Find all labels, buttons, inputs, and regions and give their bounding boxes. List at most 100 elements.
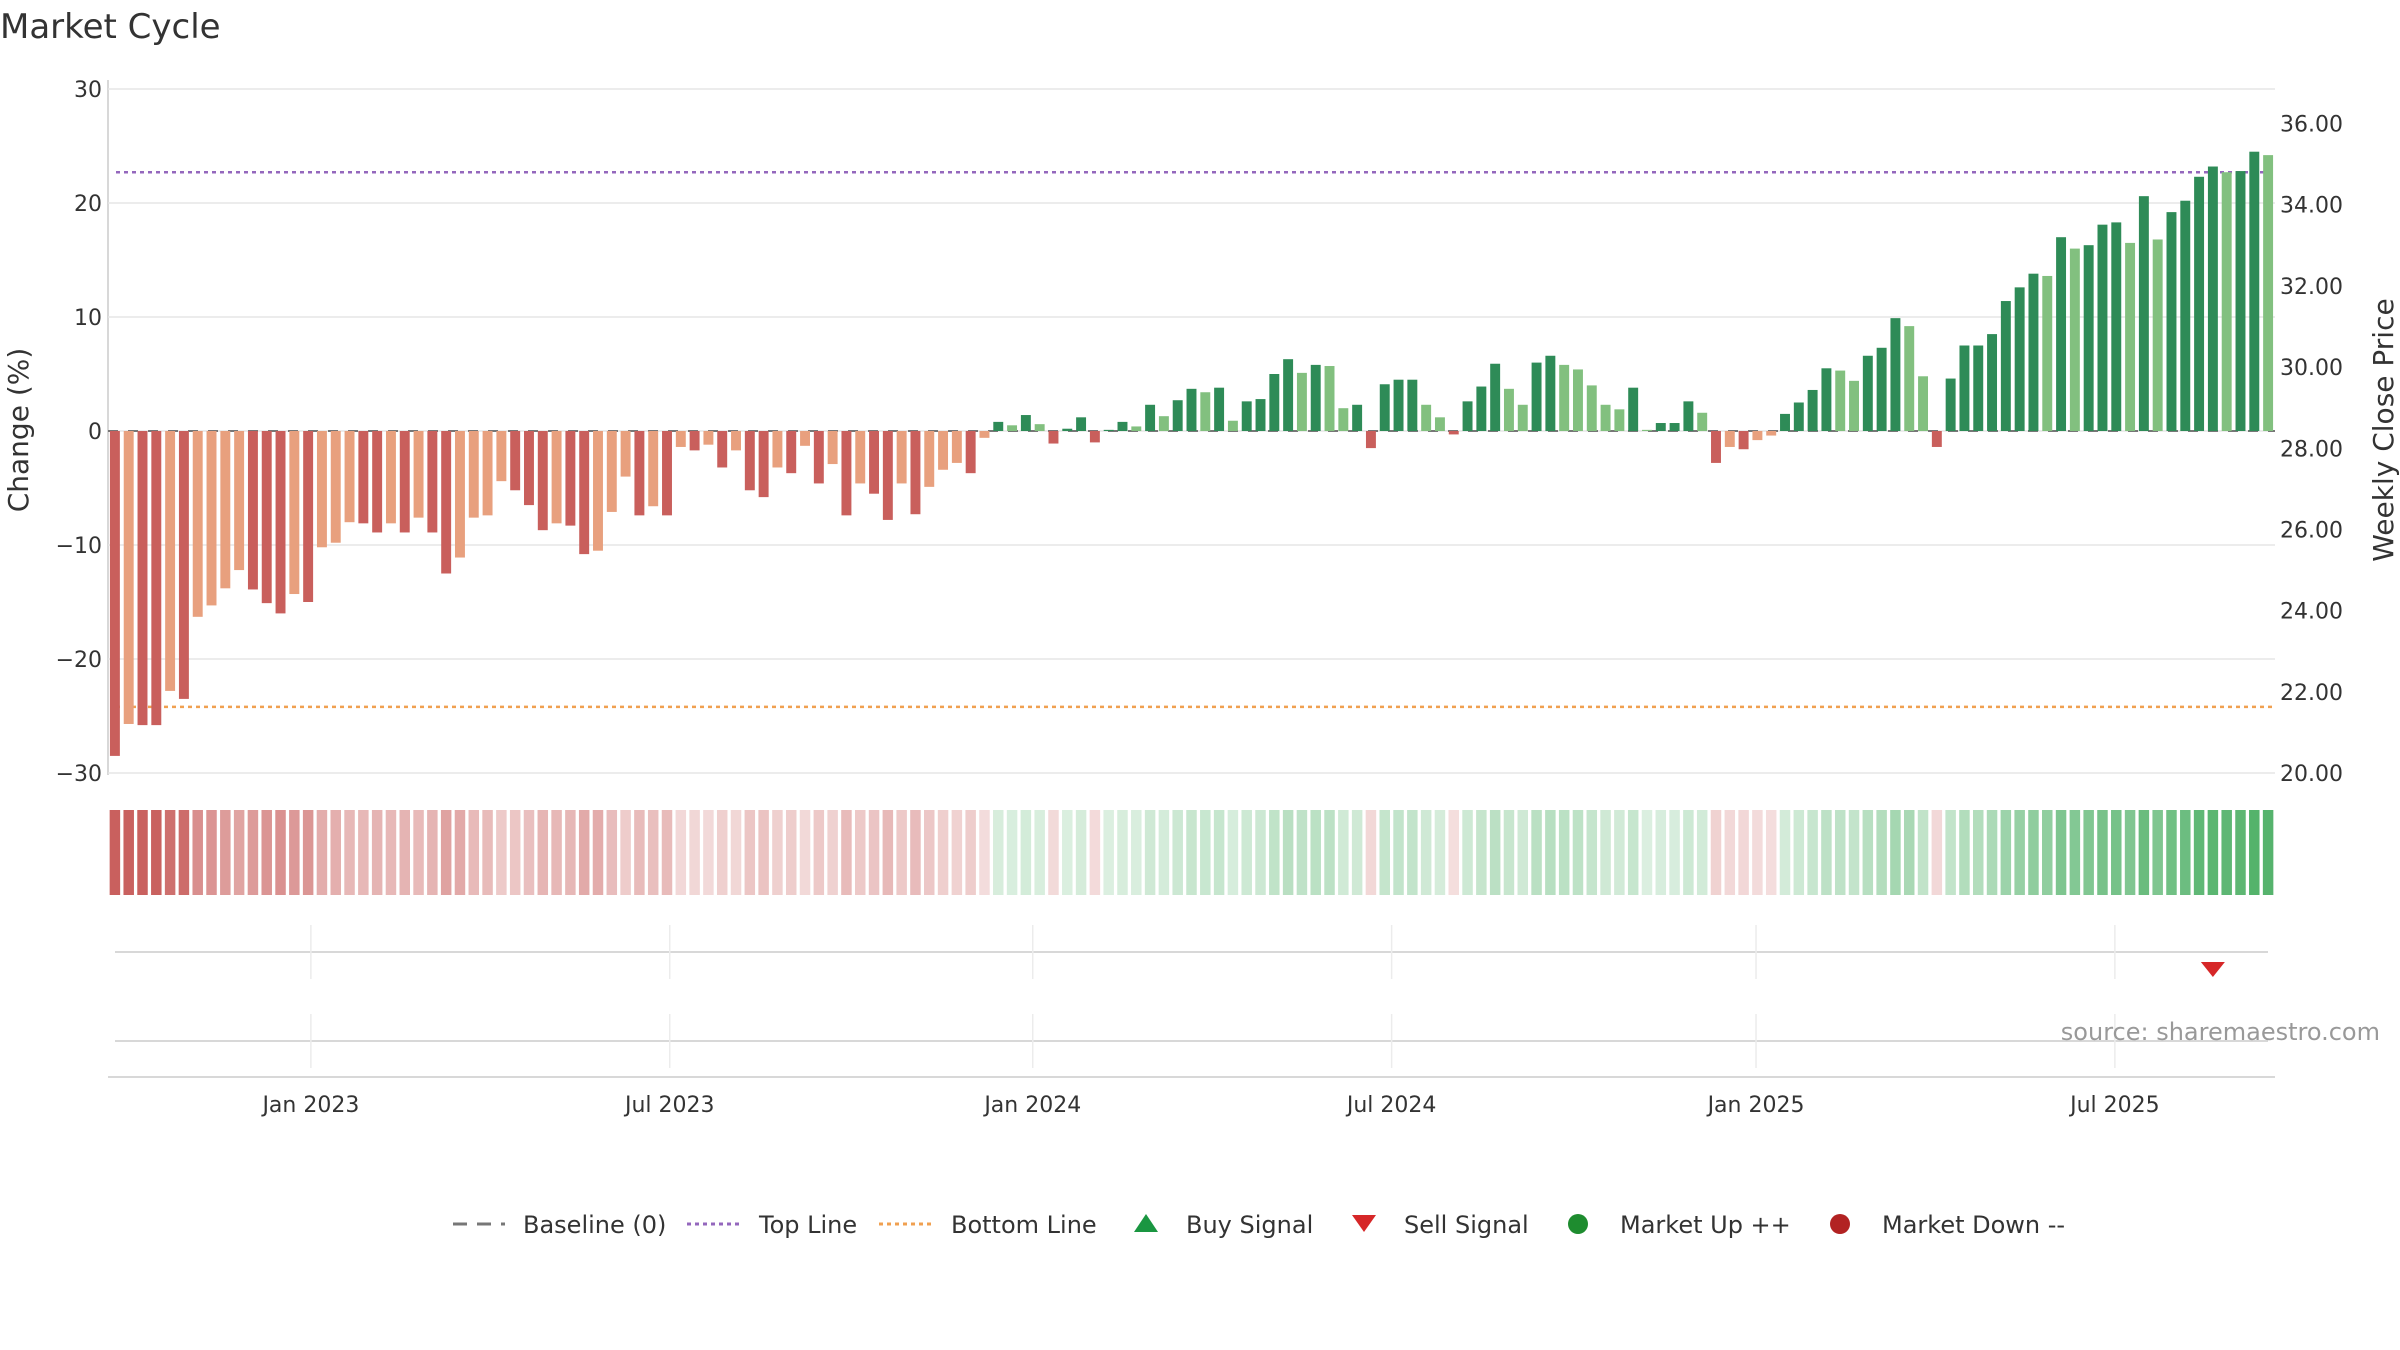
heat-cell (496, 810, 507, 895)
change-bar (123, 431, 134, 724)
change-bar (1614, 409, 1625, 431)
heat-cell (178, 810, 190, 895)
heat-cell (1407, 810, 1418, 895)
heat-cell (2097, 810, 2108, 895)
change-bar (1821, 368, 1832, 431)
change-bar (2166, 212, 2177, 431)
change-bar (800, 431, 810, 446)
legend-item: Bottom Line (879, 1211, 1097, 1239)
heat-cell (454, 810, 466, 895)
signal-markers (2200, 962, 2225, 977)
x-tick-label: Jul 2025 (2068, 1093, 2160, 1118)
heat-cell (647, 810, 659, 895)
change-bar (1145, 404, 1156, 431)
change-bar (1628, 387, 1639, 431)
change-bar (247, 431, 258, 590)
change-bar (2138, 196, 2149, 431)
change-bar (1448, 431, 1459, 435)
heat-cell (730, 810, 742, 895)
change-bar (1379, 384, 1390, 431)
heat-cell (371, 810, 383, 895)
change-bar (1683, 401, 1694, 431)
change-bar (1034, 424, 1045, 431)
change-bar (1158, 416, 1169, 431)
change-bar (1476, 386, 1487, 431)
change-bar (634, 431, 645, 516)
change-bar (1987, 334, 1998, 431)
change-bar (1766, 431, 1777, 436)
heat-cell (896, 810, 907, 895)
heat-cell (2083, 810, 2094, 895)
change-bar (620, 431, 631, 477)
heat-cell (1614, 810, 1625, 895)
heat-cell (206, 810, 217, 895)
change-bar (1973, 345, 1984, 431)
heat-cell (1683, 810, 1694, 895)
heat-cell (1655, 810, 1667, 895)
change-bar (675, 431, 686, 447)
heat-cell (1779, 810, 1791, 895)
heat-cell (2235, 810, 2246, 895)
change-bar (910, 431, 921, 515)
change-bar (924, 431, 935, 487)
x-axis-ticks: Jan 2023 Jul 2023 Jan 2024 Jul 2024 Jan 2025… (260, 1093, 2159, 1118)
change-bar (1296, 372, 1307, 431)
grid-lines (107, 80, 2275, 1078)
change-bar (385, 431, 396, 524)
right-tick-label: 32.00 (2280, 275, 2343, 300)
change-bar (1738, 431, 1749, 450)
heat-cell (606, 810, 618, 895)
change-bar (648, 431, 659, 507)
change-bar (1697, 412, 1708, 431)
x-tick-label: Jan 2024 (982, 1093, 1081, 1118)
heat-cell (1089, 810, 1101, 895)
change-bar (1352, 404, 1363, 431)
change-bar (882, 431, 893, 520)
heat-cell (1282, 810, 1294, 895)
change-bar (1407, 379, 1418, 431)
right-tick-label: 30.00 (2280, 356, 2343, 381)
heat-cell (1338, 810, 1349, 895)
change-bar (1655, 423, 1666, 431)
heat-cell (1945, 810, 1956, 895)
change-bar (2028, 273, 2039, 431)
legend-item: Sell Signal (1352, 1211, 1529, 1239)
change-bar (482, 431, 493, 516)
change-bar (1462, 401, 1473, 431)
change-bar (2069, 248, 2080, 431)
change-bar (1559, 364, 1570, 431)
heat-cell (551, 810, 562, 895)
heat-cell (1572, 810, 1584, 895)
left-tick-label: 20 (74, 192, 102, 217)
legend-label: Market Up ++ (1620, 1211, 1791, 1239)
heat-cell (164, 810, 176, 895)
heat-cell (993, 810, 1004, 895)
change-bar (1131, 426, 1142, 431)
change-bar (192, 431, 203, 617)
change-bar (454, 431, 465, 558)
heat-cell (785, 810, 797, 895)
heat-cell (910, 810, 921, 895)
change-bar (938, 431, 949, 470)
heat-cell (2152, 810, 2163, 895)
change-bar (786, 431, 797, 474)
heat-cell (1821, 810, 1832, 895)
left-tick-label: −30 (56, 762, 102, 787)
change-bar (731, 431, 741, 451)
heat-cell (1890, 810, 1901, 895)
right-tick-label: 34.00 (2280, 194, 2343, 219)
change-bar (1338, 408, 1349, 431)
change-bar (178, 431, 189, 699)
change-bar (316, 431, 327, 548)
change-bar (1849, 380, 1859, 431)
heat-cell (772, 810, 783, 895)
heat-cell (813, 810, 825, 895)
change-bar (206, 431, 217, 606)
heat-cell (1131, 810, 1142, 895)
heat-cell (1062, 810, 1073, 895)
change-bar (1214, 387, 1225, 431)
heat-cell (2014, 810, 2025, 895)
right-tick-label: 20.00 (2280, 762, 2343, 787)
change-bar (703, 431, 714, 445)
change-bar (1503, 388, 1514, 431)
